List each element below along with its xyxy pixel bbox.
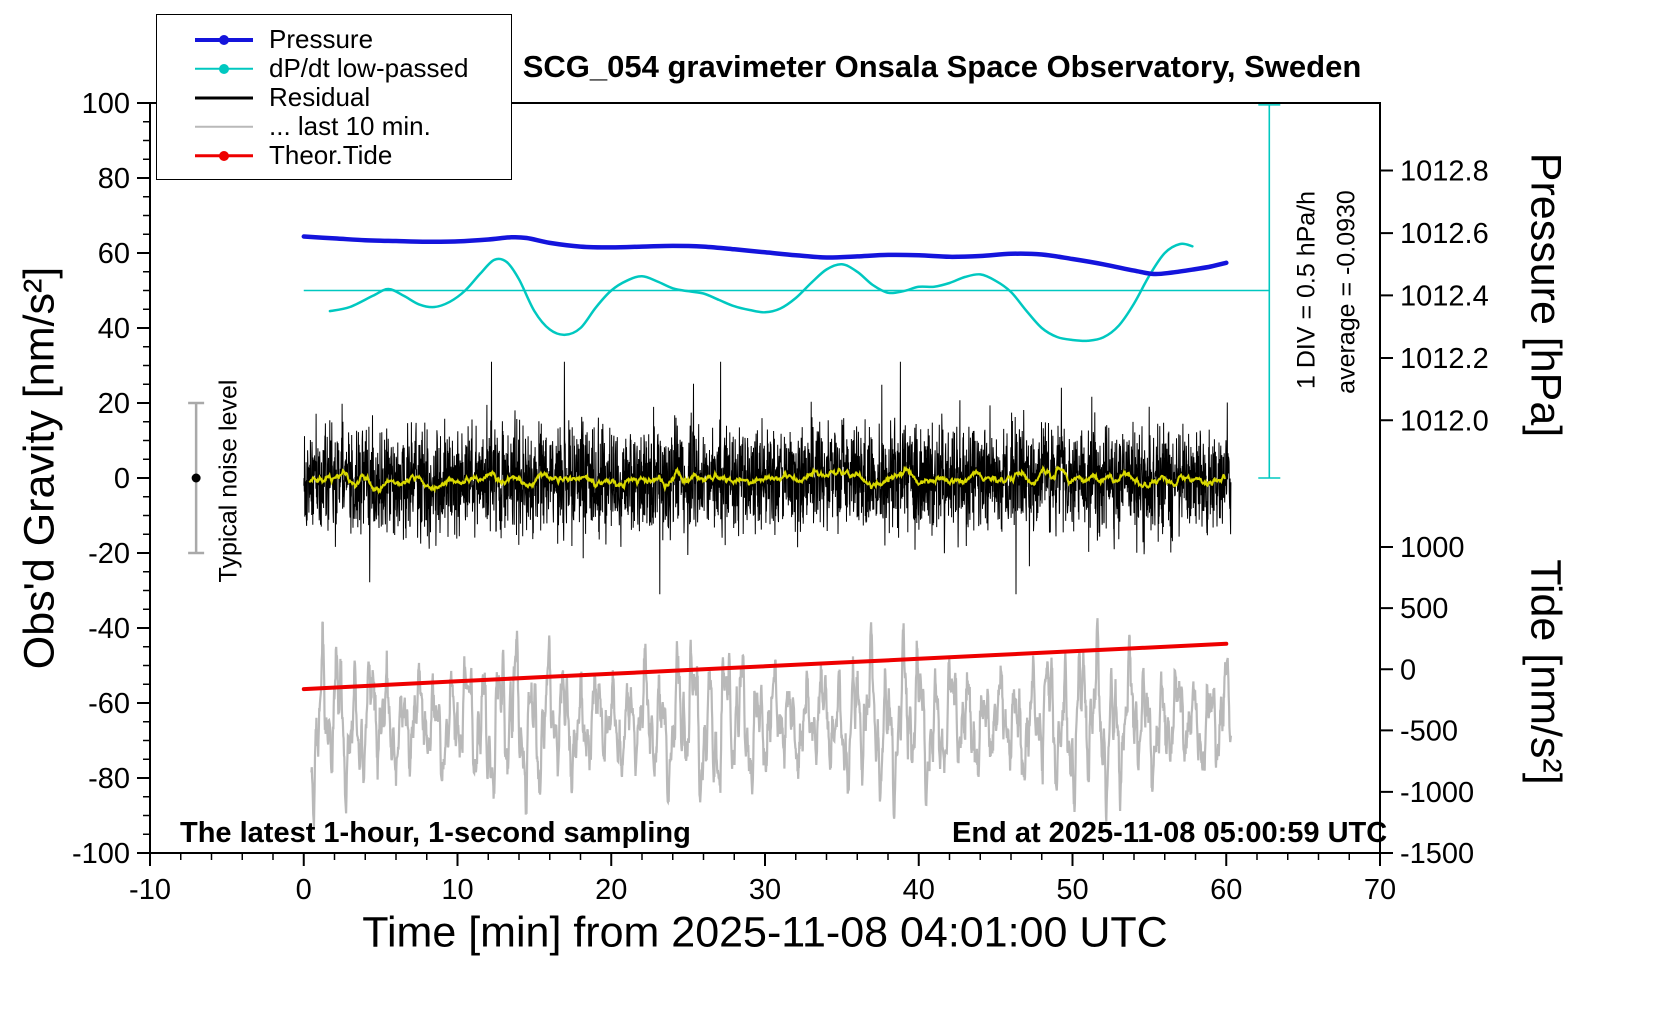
gravity-tick-label: 0 [114, 463, 130, 495]
legend-dot-icon [219, 150, 229, 161]
gravity-tick-label: 20 [98, 388, 130, 420]
legend-label: ... last 10 min. [269, 111, 431, 141]
average-annotation: average = -0.0930 [1332, 190, 1361, 394]
legend-item-theor-tide: Theor.Tide [157, 140, 511, 170]
pressure-axis-label: Pressure [hPa] [1521, 152, 1570, 438]
sampling-note: The latest 1-hour, 1-second sampling [180, 817, 691, 849]
legend-line-icon [195, 125, 253, 128]
tide-tick-label: 1000 [1400, 532, 1465, 564]
legend-label: Theor.Tide [269, 140, 393, 170]
gravity-tick-label: -100 [72, 838, 130, 870]
x-tick-label: -10 [129, 874, 171, 906]
legend-label: Pressure [269, 24, 374, 54]
pressure-tick-label: 1012.6 [1400, 218, 1489, 250]
pressure-line-swatch [195, 33, 253, 46]
x-tick-label: 0 [296, 874, 312, 906]
legend-item-dpdt: dP/dt low-passed [157, 53, 511, 83]
tide-tick-label: -1500 [1400, 838, 1474, 870]
gravity-tick-label: 80 [98, 163, 130, 195]
pressure-tick-label: 1012.2 [1400, 343, 1489, 375]
legend-item-residual: Residual [157, 82, 511, 112]
scalebar-annotation: 1 DIV = 0.5 hPa/h [1292, 190, 1321, 390]
legend-item-pressure: Pressure [157, 24, 511, 54]
time-axis-label: Time [min] from 2025-11-08 04:01:00 UTC [362, 908, 1168, 957]
last10min-line-swatch [195, 120, 253, 133]
theor-tide-line-swatch [195, 149, 253, 162]
tide-tick-label: -500 [1400, 715, 1458, 747]
x-tick-label: 60 [1210, 874, 1242, 906]
noise-level-label: Typical noise level [214, 379, 243, 583]
tide-tick-label: 500 [1400, 593, 1448, 625]
dpdt-line-swatch [195, 62, 253, 75]
x-tick-label: 50 [1056, 874, 1088, 906]
legend-label: dP/dt low-passed [269, 53, 469, 83]
legend-dot-icon [219, 63, 229, 74]
pressure-tick-label: 1012.0 [1400, 405, 1489, 437]
legend-label: Residual [269, 82, 371, 112]
legend: Pressure dP/dt low-passed Residual ... l… [156, 14, 512, 180]
gravity-tick-label: -60 [88, 688, 130, 720]
end-time-note: End at 2025-11-08 05:00:59 UTC [952, 817, 1388, 849]
gravity-tick-label: 60 [98, 238, 130, 270]
gravity-tick-label: 100 [82, 88, 130, 120]
legend-dot-icon [219, 34, 229, 45]
chart-title: SCG_054 gravimeter Onsala Space Observat… [522, 49, 1362, 84]
tide-axis-label: Tide [nm/s²] [1521, 559, 1570, 785]
residual-lowpass-series [308, 464, 1226, 495]
gravity-tick-label: -20 [88, 538, 130, 570]
theor-tide-series [301, 641, 1229, 692]
gravity-axis-label: Obs'd Gravity [nm/s²] [15, 266, 64, 670]
x-tick-label: 10 [441, 874, 473, 906]
gravity-tick-label: 40 [98, 313, 130, 345]
x-tick-label: 20 [595, 874, 627, 906]
gravity-tick-label: -40 [88, 613, 130, 645]
last10min-series [310, 618, 1232, 830]
pressure-series [301, 234, 1229, 277]
noise-errorbar-dot [191, 473, 201, 483]
tide-tick-label: 0 [1400, 654, 1416, 686]
x-tick-label: 30 [749, 874, 781, 906]
gravity-tick-label: -80 [88, 763, 130, 795]
pressure-tick-label: 1012.4 [1400, 280, 1489, 312]
residual-line-swatch [195, 91, 253, 104]
residual-series [303, 361, 1232, 595]
tide-tick-label: -1000 [1400, 777, 1474, 809]
dpdt-series [328, 242, 1194, 343]
legend-line-icon [195, 96, 253, 99]
pressure-tick-label: 1012.8 [1400, 156, 1489, 188]
x-tick-label: 70 [1364, 874, 1396, 906]
legend-item-last10min: ... last 10 min. [157, 111, 511, 141]
x-tick-label: 40 [903, 874, 935, 906]
